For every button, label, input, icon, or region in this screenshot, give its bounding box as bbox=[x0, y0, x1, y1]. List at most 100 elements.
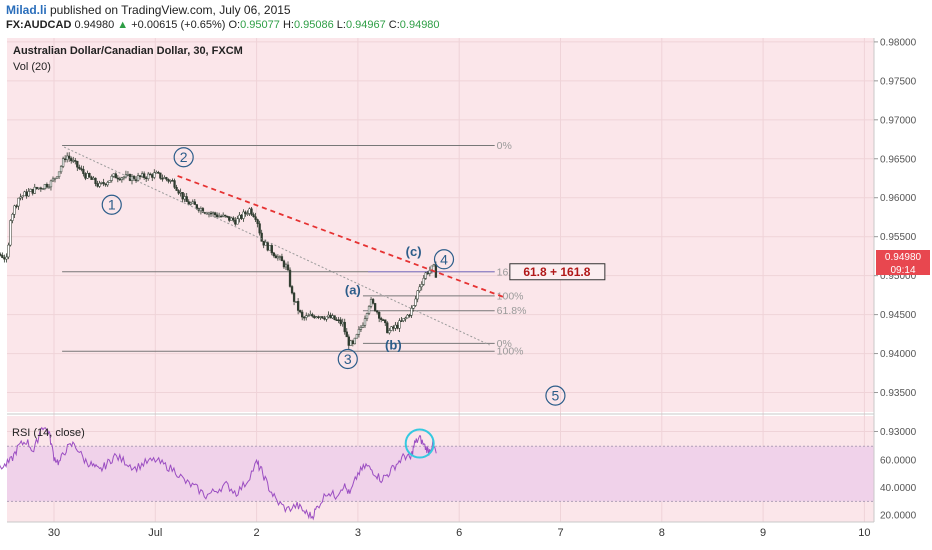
candle-body bbox=[88, 173, 91, 178]
candle-body bbox=[175, 187, 178, 191]
wave-circle-2 bbox=[173, 147, 194, 168]
candle-body bbox=[234, 219, 237, 225]
candle-body bbox=[104, 183, 107, 186]
candle-body bbox=[244, 211, 247, 214]
time-tick-label: Jul bbox=[148, 527, 162, 539]
candle-body bbox=[282, 260, 286, 268]
candle-body bbox=[106, 182, 109, 186]
candle-body bbox=[309, 314, 312, 316]
candle-body bbox=[209, 212, 213, 215]
candle-body bbox=[412, 305, 415, 309]
candles bbox=[0, 152, 438, 350]
rsi-tick-label: 20.0000 bbox=[880, 511, 917, 522]
candle-body bbox=[228, 216, 231, 221]
wave-number-5: 5 bbox=[552, 388, 560, 404]
candle-body bbox=[288, 269, 292, 287]
candle-body bbox=[258, 223, 261, 234]
time-tag: 09:14 bbox=[890, 265, 915, 276]
candle-body bbox=[329, 314, 332, 319]
candle-body bbox=[307, 315, 310, 317]
change-arrow-icon: ▲ bbox=[117, 19, 129, 31]
candle-body bbox=[53, 177, 57, 180]
candle-body bbox=[390, 326, 393, 331]
wave-circle-1 bbox=[101, 194, 122, 215]
candle-body bbox=[49, 180, 53, 188]
time-tick-label: 8 bbox=[659, 527, 665, 539]
wave-number-1: 1 bbox=[108, 197, 116, 213]
last-price: 0.94980 bbox=[74, 19, 115, 31]
wave-sublabel: (a) bbox=[345, 282, 361, 297]
wave-circle-3 bbox=[337, 348, 358, 370]
candle-body bbox=[169, 180, 172, 182]
price-axis[interactable]: 0.98000 0.97500 0.97000 0.96500 0.96000 0.955… bbox=[874, 37, 917, 438]
candle-body bbox=[31, 188, 34, 194]
candle-body bbox=[422, 278, 425, 285]
candle-body bbox=[189, 202, 192, 205]
candle-body bbox=[98, 182, 101, 187]
fib-level-label: 0% bbox=[497, 140, 512, 152]
candle-body bbox=[120, 177, 124, 181]
candle-body bbox=[92, 177, 95, 180]
wave-circle-5 bbox=[545, 385, 566, 406]
fibonacci-levels[interactable]: 0%161.8%100%61.8%0%100%61.8 + 161.8 bbox=[62, 140, 606, 358]
fib-level-label: 61.8% bbox=[497, 305, 527, 317]
candle-body bbox=[39, 187, 42, 190]
rsi-axis: 60.0000 40.0000 20.0000 bbox=[880, 456, 917, 522]
candle-body bbox=[94, 177, 97, 184]
close-value: 0.94980 bbox=[399, 19, 440, 31]
published-text: published on TradingView.com, July 06, 2… bbox=[46, 3, 291, 17]
candle-body bbox=[260, 232, 263, 242]
candle-body bbox=[35, 186, 38, 189]
resistance-trendline[interactable] bbox=[177, 175, 506, 299]
price-tick-label: 0.95500 bbox=[880, 232, 917, 243]
wave-sublabel: (b) bbox=[385, 338, 402, 353]
candle-body bbox=[187, 201, 190, 205]
low-label: L: bbox=[336, 19, 346, 31]
last-price-badge: 0.94980 09:14 bbox=[876, 250, 930, 276]
candle-body bbox=[335, 319, 338, 321]
quote-line: FX:AUDCAD 0.94980 ▲ +0.00615 (+0.65%) O:… bbox=[6, 19, 440, 31]
candle-body bbox=[416, 290, 419, 300]
fib-level-label: 100% bbox=[497, 346, 524, 358]
candle-body bbox=[114, 173, 117, 179]
fib-level-label: 0% bbox=[497, 338, 512, 350]
rsi-label: RSI (14, close) bbox=[12, 427, 85, 439]
candle-body bbox=[323, 317, 326, 320]
candle-body bbox=[153, 172, 156, 178]
candle-body bbox=[163, 177, 166, 179]
candle-body bbox=[331, 315, 334, 319]
candle-body bbox=[432, 264, 436, 267]
candle-body bbox=[61, 158, 65, 167]
price-tick-label: 0.97500 bbox=[880, 76, 917, 87]
candle-body bbox=[248, 208, 251, 214]
open-value: 0.95077 bbox=[240, 19, 280, 31]
candle-body bbox=[250, 208, 253, 215]
high-label: H: bbox=[282, 19, 294, 31]
price-tick-label: 0.98000 bbox=[880, 37, 917, 48]
candle-body bbox=[256, 219, 259, 224]
wave-circle-4 bbox=[433, 249, 455, 270]
rsi-line bbox=[0, 426, 437, 521]
candle-body bbox=[236, 218, 239, 225]
candle-body bbox=[317, 316, 320, 318]
candle-body bbox=[145, 177, 148, 179]
time-axis[interactable]: 30 Jul 2 3 6 7 8 9 10 bbox=[48, 527, 871, 539]
candle-body bbox=[386, 322, 389, 334]
candle-body bbox=[143, 173, 146, 178]
time-tick-label: 3 bbox=[355, 527, 361, 539]
candle-body bbox=[311, 314, 314, 317]
candle-body bbox=[418, 286, 421, 292]
brand-link[interactable]: Milad.li bbox=[6, 3, 47, 17]
candle-body bbox=[161, 178, 164, 180]
candle-body bbox=[15, 205, 18, 208]
candle-body bbox=[426, 272, 429, 275]
candle-body bbox=[301, 311, 304, 318]
candle-body bbox=[63, 158, 67, 161]
symbol-label[interactable]: FX:AUDCAD bbox=[6, 19, 72, 31]
high-value: 0.95086 bbox=[293, 19, 334, 31]
candle-body bbox=[246, 213, 249, 215]
candle-body bbox=[173, 180, 176, 188]
candle-body bbox=[96, 183, 99, 187]
candle-body bbox=[408, 314, 411, 317]
